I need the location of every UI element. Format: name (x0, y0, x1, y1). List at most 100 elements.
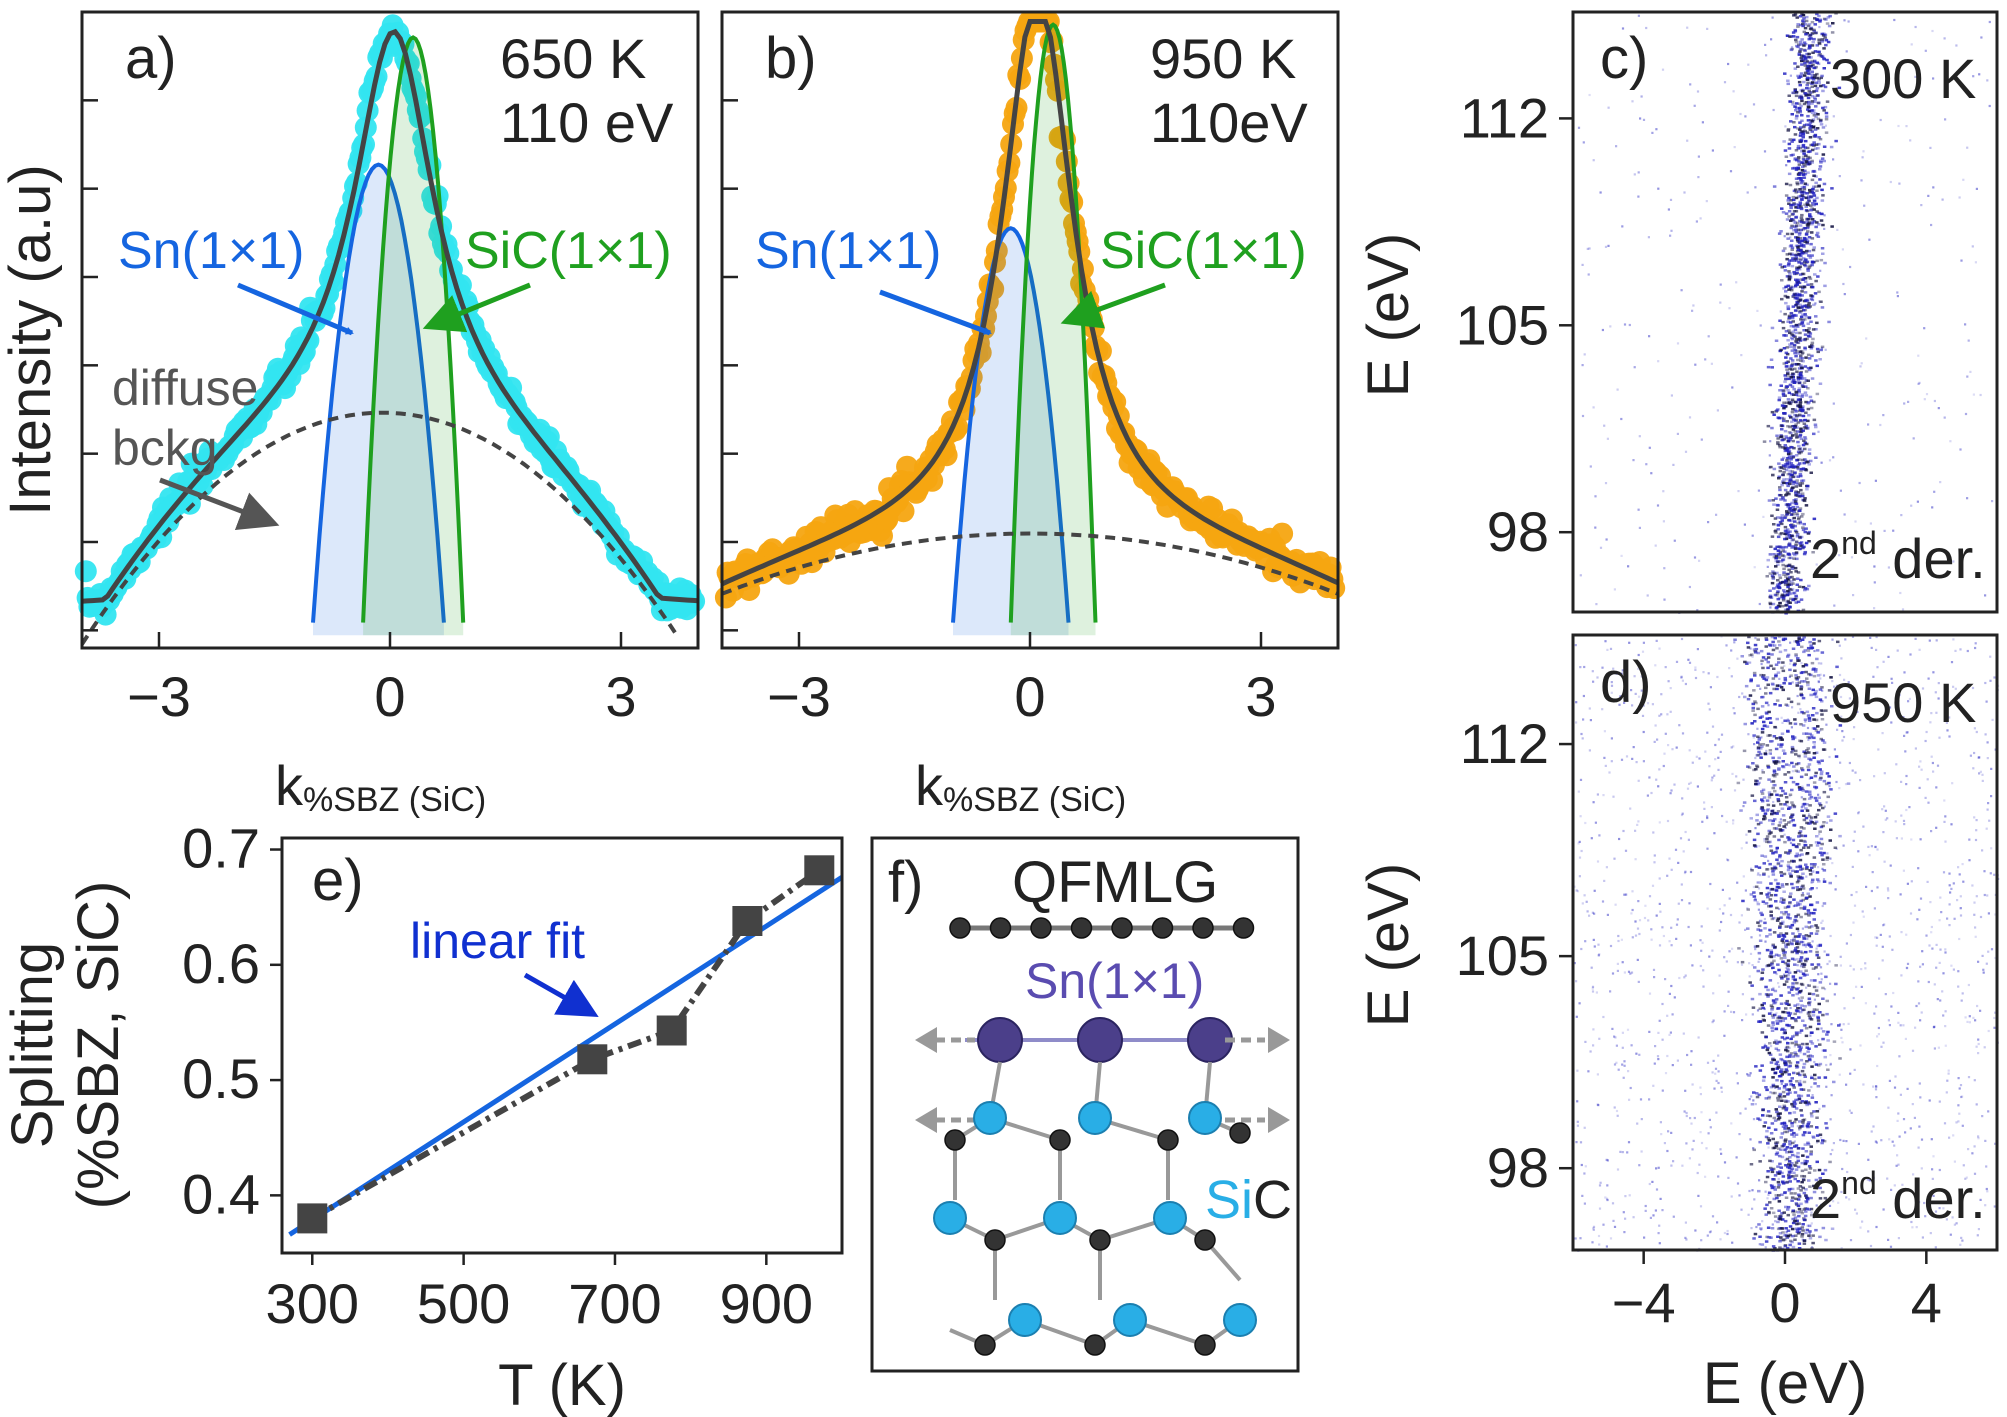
panel-d-band-pixel (1754, 885, 1759, 888)
panel-c-band-pixel (1792, 346, 1797, 350)
panel-c-band-pixel (1776, 440, 1780, 444)
panel-c-band-pixel (1803, 437, 1808, 441)
panel-c-band-pixel (1787, 94, 1791, 97)
panel-c-band-pixel (1791, 592, 1795, 595)
panel-d-band-pixel (1767, 1126, 1771, 1130)
panel-d-speckle (1870, 699, 1873, 702)
panel-d-band-pixel (1775, 1110, 1779, 1114)
panel-d-speckle (1699, 1131, 1702, 1134)
panel-d-speckle (1881, 808, 1884, 811)
panel-c-band-pixel (1787, 439, 1791, 443)
panel-d-band-pixel (1785, 1055, 1789, 1059)
panel-d-band-pixel (1764, 686, 1768, 690)
panel-d-band-pixel (1792, 1086, 1796, 1089)
panel-d-speckle (1968, 859, 1971, 862)
panel-c-band-pixel (1785, 513, 1789, 516)
panel-c-speckle (1715, 513, 1718, 516)
panel-d-speckle (1575, 701, 1578, 704)
panel-d-speckle (1781, 721, 1784, 724)
panel-c-derivative: 2nd der. (1810, 525, 1986, 590)
panel-d-speckle (1857, 1142, 1860, 1145)
panel-b-energy: 110eV (1150, 91, 1308, 154)
panel-c-band-pixel (1821, 34, 1826, 37)
panel-d-band-pixel (1771, 966, 1775, 969)
panel-c-band-pixel (1787, 580, 1791, 584)
panel-c-band-pixel (1792, 426, 1797, 429)
panel-d-speckle (1823, 950, 1826, 953)
panel-c-band-pixel (1796, 228, 1801, 232)
panel-d-band-pixel (1782, 901, 1786, 904)
panel-c-band-pixel (1809, 471, 1813, 474)
panel-c-band-pixel (1810, 285, 1815, 289)
panel-d-speckle (1938, 1168, 1941, 1172)
panel-c-band-pixel (1784, 529, 1788, 532)
panel-c-band-pixel (1811, 328, 1816, 331)
panel-d-speckle (1933, 1047, 1936, 1050)
panel-d-speckle (1764, 1190, 1767, 1193)
panel-c-band-pixel (1788, 367, 1792, 371)
panel-c-band-pixel (1784, 493, 1789, 496)
panel-c-band-pixel (1804, 379, 1809, 382)
panel-d-speckle (1762, 1154, 1765, 1157)
panel-d-speckle (1614, 903, 1617, 906)
panel-c-band-pixel (1802, 285, 1807, 289)
panel-d-band-pixel (1775, 1067, 1779, 1070)
panel-d-speckle (1853, 726, 1856, 729)
panel-d-band-pixel (1769, 1061, 1774, 1064)
panel-c-band-pixel (1801, 360, 1805, 363)
panel-c-speckle (1930, 223, 1933, 227)
panel-d-speckle (1948, 872, 1951, 875)
panel-d-speckle (1979, 915, 1983, 919)
panel-d-speckle (1718, 929, 1721, 932)
panel-c-band-pixel (1803, 550, 1807, 554)
panel-c-band-pixel (1806, 114, 1810, 118)
panel-c-band-pixel (1796, 521, 1800, 525)
panel-c-band-pixel (1798, 121, 1802, 124)
panel-d-speckle (1669, 687, 1672, 690)
panel-d-speckle (1946, 729, 1949, 732)
panel-d-speckle (1725, 644, 1728, 647)
panel-d-speckle (1960, 1236, 1963, 1239)
panel-d-speckle (1655, 914, 1658, 917)
panel-d-speckle (1681, 679, 1684, 682)
panel-c-band-pixel (1771, 576, 1775, 579)
panel-d-band-pixel (1779, 922, 1783, 925)
panel-d-speckle (1859, 779, 1862, 782)
panel-d-speckle (1613, 1225, 1617, 1228)
panel-c-band-pixel (1810, 191, 1815, 194)
panel-c-band-pixel (1818, 382, 1823, 385)
panel-c-band-pixel (1802, 422, 1807, 425)
panel-c-band-pixel (1790, 140, 1794, 143)
panel-c-band-pixel (1798, 111, 1803, 114)
panel-d-band-pixel (1762, 796, 1767, 799)
panel-d-speckle (1899, 893, 1902, 896)
panel-d-speckle (1805, 986, 1808, 989)
panel-d-band-pixel (1770, 1008, 1774, 1011)
panel-d-speckle (1921, 687, 1925, 690)
panel-c-band-pixel (1792, 166, 1797, 170)
panel-d-speckle (1581, 737, 1584, 740)
panel-c-band-pixel (1806, 155, 1810, 159)
panel-d-band-pixel (1771, 1016, 1776, 1019)
panel-c-band-pixel (1803, 42, 1808, 46)
panel-c-band-pixel (1788, 402, 1793, 406)
panel-d-band-pixel (1751, 702, 1755, 706)
panel-d-speckle (1573, 962, 1576, 965)
panel-d-band-pixel (1795, 951, 1799, 955)
panel-d-speckle (1870, 1130, 1873, 1133)
panel-d-speckle (1670, 868, 1673, 871)
panel-d-band-pixel (1774, 1027, 1779, 1031)
panel-c-band-pixel (1771, 570, 1775, 573)
panel-d-speckle (1727, 1176, 1730, 1179)
panel-c-band-pixel (1788, 100, 1792, 103)
panel-d-speckle (1610, 737, 1613, 740)
panel-b-component-sn-line (951, 226, 1071, 623)
panel-d-band-pixel (1784, 1048, 1788, 1052)
panel-d-speckle (1800, 662, 1803, 665)
panel-d-speckle (1808, 1232, 1811, 1235)
panel-d-speckle (1677, 861, 1680, 864)
panel-d-speckle (1917, 867, 1920, 870)
panel-c-band-pixel (1799, 359, 1803, 362)
panel-d-speckle (1658, 647, 1661, 650)
panel-d-speckle (1598, 953, 1601, 956)
